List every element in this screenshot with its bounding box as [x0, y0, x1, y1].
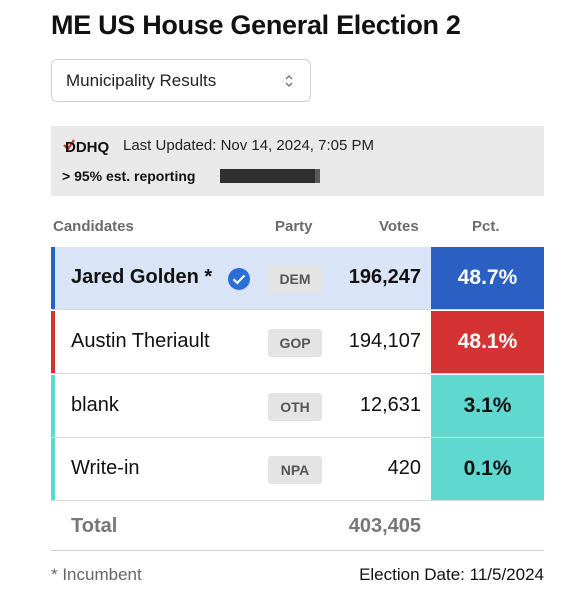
reporting-progress-bar: [220, 169, 320, 183]
header-votes: Votes: [379, 218, 419, 235]
party-badge: OTH: [268, 393, 322, 421]
candidate-row: Jared Golden * DEM 196,247 48.7%: [51, 247, 544, 310]
reporting-progress-fill: [220, 169, 315, 183]
status-panel: DDHQ Last Updated: Nov 14, 2024, 7:05 PM…: [51, 126, 544, 196]
total-votes: 403,405: [348, 515, 421, 537]
header-candidates: Candidates: [53, 218, 134, 235]
candidate-name: Jared Golden *: [71, 266, 213, 288]
party-color-bar: [51, 438, 55, 500]
last-updated: Last Updated: Nov 14, 2024, 7:05 PM: [123, 137, 374, 154]
incumbent-note: * Incumbent: [51, 565, 142, 584]
party-color-bar: [51, 247, 55, 309]
header-pct: Pct.: [472, 218, 500, 235]
svg-text:DDHQ: DDHQ: [65, 139, 109, 156]
candidate-pct: 3.1%: [431, 375, 544, 437]
candidate-pct: 48.1%: [431, 311, 544, 373]
candidate-votes: 12,631: [359, 394, 421, 416]
party-badge: NPA: [268, 456, 322, 484]
candidate-votes: 420: [387, 457, 421, 479]
select-value: Municipality Results: [66, 70, 217, 90]
party-badge: DEM: [268, 265, 322, 293]
candidate-row: Write-in NPA 420 0.1%: [51, 438, 544, 501]
candidate-name: Write-in: [71, 457, 140, 479]
candidate-pct: 48.7%: [431, 247, 544, 309]
candidate-name: Austin Theriault: [71, 330, 210, 352]
winner-check-icon: [228, 268, 250, 290]
candidate-row: Austin Theriault GOP 194,107 48.1%: [51, 311, 544, 374]
footer-divider: [51, 550, 544, 551]
party-badge: GOP: [268, 329, 322, 357]
election-date: Election Date: 11/5/2024: [359, 565, 544, 584]
ddhq-logo: DDHQ: [63, 139, 109, 156]
page-title: ME US House General Election 2: [51, 10, 461, 40]
results-view-select[interactable]: Municipality Results: [51, 59, 311, 102]
candidate-row: blank OTH 12,631 3.1%: [51, 375, 544, 438]
header-party: Party: [275, 218, 313, 235]
party-color-bar: [51, 311, 55, 373]
candidate-votes: 196,247: [348, 266, 421, 288]
candidate-name: blank: [71, 394, 119, 416]
chevron-up-down-icon: [285, 75, 293, 87]
candidate-pct: 0.1%: [431, 438, 544, 500]
party-color-bar: [51, 375, 55, 437]
candidate-votes: 194,107: [348, 330, 421, 352]
total-label: Total: [71, 515, 118, 537]
reporting-status: > 95% est. reporting: [62, 168, 196, 184]
